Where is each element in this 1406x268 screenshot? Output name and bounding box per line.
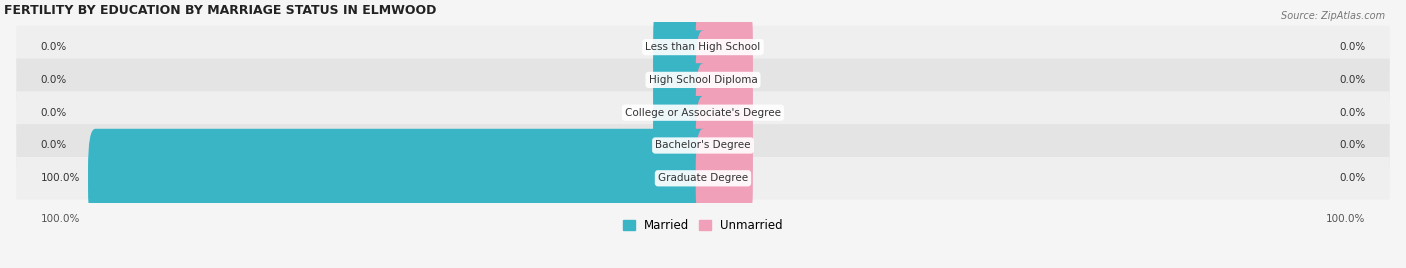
FancyBboxPatch shape (696, 63, 752, 162)
Text: 0.0%: 0.0% (41, 140, 67, 151)
Text: 100.0%: 100.0% (1326, 214, 1365, 224)
Text: College or Associate's Degree: College or Associate's Degree (626, 108, 780, 118)
Text: Less than High School: Less than High School (645, 42, 761, 52)
Text: 0.0%: 0.0% (1339, 140, 1365, 151)
Text: 0.0%: 0.0% (41, 42, 67, 52)
FancyBboxPatch shape (654, 96, 710, 195)
Text: FERTILITY BY EDUCATION BY MARRIAGE STATUS IN ELMWOOD: FERTILITY BY EDUCATION BY MARRIAGE STATU… (4, 4, 436, 17)
Text: 0.0%: 0.0% (1339, 173, 1365, 183)
Text: 0.0%: 0.0% (41, 75, 67, 85)
Text: 0.0%: 0.0% (1339, 75, 1365, 85)
Text: Source: ZipAtlas.com: Source: ZipAtlas.com (1281, 11, 1385, 21)
FancyBboxPatch shape (17, 157, 1389, 200)
FancyBboxPatch shape (17, 124, 1389, 167)
FancyBboxPatch shape (654, 0, 710, 97)
FancyBboxPatch shape (696, 0, 752, 97)
FancyBboxPatch shape (89, 129, 710, 228)
Legend: Married, Unmarried: Married, Unmarried (619, 214, 787, 237)
FancyBboxPatch shape (654, 30, 710, 129)
Text: 0.0%: 0.0% (41, 108, 67, 118)
FancyBboxPatch shape (17, 58, 1389, 101)
Text: 100.0%: 100.0% (41, 214, 80, 224)
Text: High School Diploma: High School Diploma (648, 75, 758, 85)
Text: 0.0%: 0.0% (1339, 42, 1365, 52)
FancyBboxPatch shape (696, 30, 752, 129)
Text: 100.0%: 100.0% (41, 173, 80, 183)
FancyBboxPatch shape (17, 91, 1389, 134)
FancyBboxPatch shape (654, 63, 710, 162)
FancyBboxPatch shape (696, 96, 752, 195)
Text: Graduate Degree: Graduate Degree (658, 173, 748, 183)
FancyBboxPatch shape (696, 129, 752, 228)
FancyBboxPatch shape (17, 26, 1389, 68)
Text: 0.0%: 0.0% (1339, 108, 1365, 118)
Text: Bachelor's Degree: Bachelor's Degree (655, 140, 751, 151)
